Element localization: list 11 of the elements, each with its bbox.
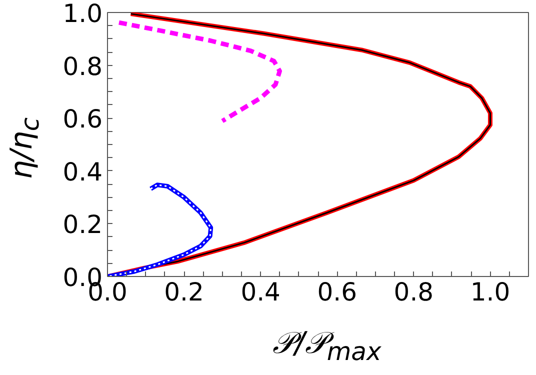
x-tick-label: 0.8 (394, 278, 434, 306)
y-tick-label: 0.6 (62, 104, 103, 134)
y-tick-label: 1.0 (62, 0, 103, 28)
x-tick-label: 0.2 (164, 278, 204, 306)
x-tick-label: 0.4 (240, 278, 280, 306)
y-tick-label: 0.2 (62, 210, 103, 240)
xlabel: 𝒫/𝒫$_{max}$ (272, 325, 382, 368)
x-tick-label: 0.6 (317, 278, 358, 306)
y-tick-label: 0.4 (62, 157, 103, 186)
y-tick-label: 0.8 (62, 52, 103, 81)
x-tick-label: 1.0 (470, 278, 510, 306)
